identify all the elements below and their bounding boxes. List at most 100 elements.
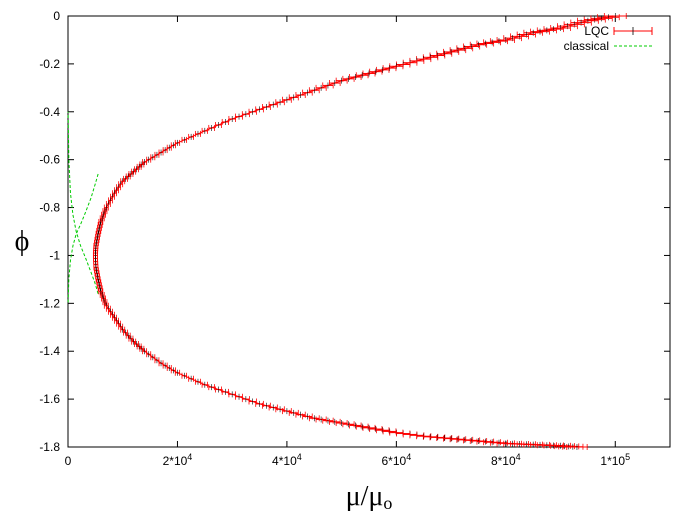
y-tick-label: -1.4 xyxy=(39,344,60,358)
y-tick-label: -1.6 xyxy=(39,392,60,406)
classical-series-line xyxy=(67,173,99,304)
lqc-error-bar xyxy=(335,420,348,427)
lqc-error-bar xyxy=(170,142,176,149)
lqc-error-bar xyxy=(105,200,111,207)
lqc-error-bar xyxy=(188,133,194,140)
lqc-error-bar xyxy=(101,295,106,302)
lqc-error-bar xyxy=(94,236,100,243)
lqc-error-bar xyxy=(369,68,383,75)
lqc-error-bar xyxy=(102,208,108,215)
lqc-error-bar xyxy=(597,14,620,21)
lqc-error-bar xyxy=(98,288,104,295)
lqc-error-bar xyxy=(103,204,109,211)
legend: LQC classical xyxy=(564,24,653,53)
lqc-error-bar xyxy=(241,396,250,403)
lqc-error-bar xyxy=(308,415,320,422)
lqc-error-bar xyxy=(228,115,236,122)
lqc-error-bar xyxy=(123,329,128,336)
lqc-error-bar xyxy=(429,434,446,441)
y-tick-label: -0.4 xyxy=(39,105,60,119)
lqc-error-bar xyxy=(170,367,176,374)
lqc-series-line xyxy=(94,15,616,448)
lqc-error-bar xyxy=(443,435,460,442)
y-tick-label: -0.6 xyxy=(39,153,60,167)
lqc-error-bar xyxy=(181,372,188,379)
lqc-error-bar xyxy=(235,393,243,400)
y-tick-label: -0.8 xyxy=(39,201,60,215)
lqc-error-bar xyxy=(194,130,201,137)
y-tick-label: -0.2 xyxy=(39,57,60,71)
lqc-error-bar xyxy=(215,386,222,393)
lqc-error-bar xyxy=(221,388,229,395)
lqc-error-bar xyxy=(158,149,164,156)
lqc-error-bar xyxy=(128,335,134,342)
lqc-error-bar xyxy=(166,144,172,151)
lqc-error-bar xyxy=(194,378,201,385)
lqc-error-bar xyxy=(489,439,508,446)
lqc-error-bar xyxy=(248,398,257,405)
x-tick-label: 1*105 xyxy=(600,452,630,468)
lqc-error-bar xyxy=(166,364,172,371)
lqc-error-bar xyxy=(174,369,181,376)
x-tick-label: 8*104 xyxy=(491,452,521,468)
lqc-error-bar xyxy=(150,354,156,361)
lqc-error-bar xyxy=(181,136,188,143)
lqc-error-bar xyxy=(99,291,105,298)
lqc-error-bar xyxy=(201,127,208,134)
lqc-error-bar xyxy=(94,267,99,274)
lqc-error-bar xyxy=(99,215,105,222)
lqc-error-bar xyxy=(215,121,222,128)
lqc-error-bar xyxy=(322,417,334,424)
lqc-error-bar xyxy=(375,427,390,434)
lqc-error-bar xyxy=(369,426,383,433)
lqc-error-bar xyxy=(248,108,257,115)
lqc-error-bar xyxy=(362,70,376,77)
lqc-error-bar xyxy=(329,418,341,425)
legend-sample-lqc xyxy=(613,27,653,35)
x-tick-label: 2*104 xyxy=(163,452,193,468)
lqc-error-bar xyxy=(349,422,362,429)
legend-label-lqc: LQC xyxy=(584,24,609,38)
plot-frame xyxy=(67,15,671,448)
x-tick-label: 6*104 xyxy=(382,452,412,468)
axis-ticks: 0 -0.2 -0.4 -0.6 -0.8 -1 -1.2 -1.4 -1.6 -1.8 0 2*10… xyxy=(39,9,670,468)
lqc-error-bar xyxy=(162,362,168,369)
lqc-error-bar xyxy=(235,113,243,120)
lqc-error-bar xyxy=(335,77,348,84)
lqc-error-bar xyxy=(146,351,152,358)
lqc-error-bar xyxy=(308,87,320,94)
y-tick-label: -1 xyxy=(49,248,60,262)
lqc-error-bar xyxy=(158,360,164,367)
lqc-error-bar xyxy=(241,111,250,118)
y-axis-title: ϕ xyxy=(15,226,30,257)
lqc-error-bar xyxy=(315,416,327,423)
lqc-error-bar xyxy=(355,423,369,430)
x-tick-label: 4*104 xyxy=(272,452,302,468)
y-tick-label: -1.2 xyxy=(39,296,60,310)
lqc-error-bar xyxy=(146,156,152,163)
lqc-error-bar xyxy=(162,147,168,154)
lqc-error-bar xyxy=(476,438,495,445)
lqc-error-bar xyxy=(228,391,236,398)
lqc-error-bar xyxy=(154,357,160,364)
lqc-error-bar xyxy=(102,299,108,306)
lqc-error-bar xyxy=(530,28,550,35)
lqc-error-bar xyxy=(483,439,502,446)
lqc-error-bar xyxy=(255,106,264,113)
legend-label-classical: classical xyxy=(564,39,609,53)
lqc-error-bar xyxy=(449,436,467,443)
lqc-error-bar xyxy=(342,421,355,428)
y-tick-label: 0 xyxy=(53,9,60,23)
lqc-error-bar xyxy=(288,94,299,101)
y-tick-label: -1.8 xyxy=(39,440,60,454)
lqc-error-bar xyxy=(101,211,106,218)
lqc-error-bar xyxy=(489,38,508,45)
lqc-error-bar xyxy=(188,375,194,382)
lqc-error-bar xyxy=(150,154,156,161)
series-layer xyxy=(67,13,627,450)
lqc-error-bar xyxy=(120,326,126,333)
lqc-error-bar xyxy=(97,224,102,231)
lqc-error-bar xyxy=(208,124,215,131)
x-axis-title: μ/μo xyxy=(346,481,393,513)
